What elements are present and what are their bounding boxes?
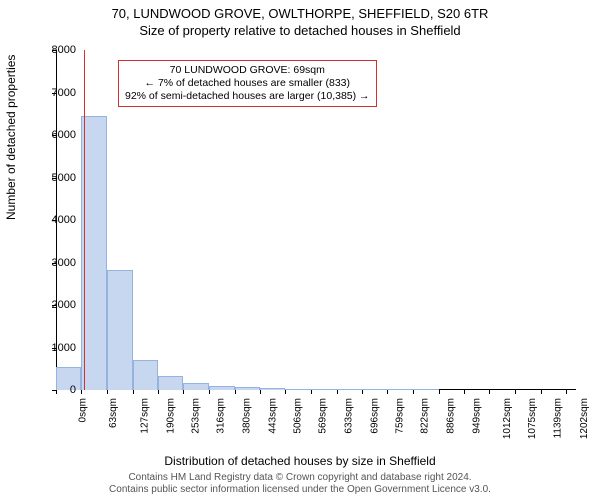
- x-tick-mark: [183, 390, 184, 394]
- x-axis-label: Distribution of detached houses by size …: [0, 454, 600, 468]
- y-tick-mark: [52, 135, 56, 136]
- histogram-bar: [158, 376, 183, 390]
- y-tick-mark: [52, 348, 56, 349]
- histogram-bar: [260, 388, 285, 390]
- x-tick-label: 0sqm: [77, 398, 88, 422]
- footer-line: Contains HM Land Registry data © Crown c…: [0, 472, 600, 484]
- histogram-bar: [235, 387, 260, 390]
- y-tick-mark: [52, 178, 56, 179]
- x-tick-label: 759sqm: [395, 398, 406, 434]
- x-tick-mark: [387, 390, 388, 394]
- x-tick-label: 949sqm: [471, 398, 482, 434]
- y-tick-label: 3000: [36, 257, 76, 269]
- y-tick-mark: [52, 50, 56, 51]
- histogram-bar: [209, 386, 234, 390]
- x-tick-label: 1075sqm: [527, 398, 538, 439]
- x-tick-mark: [133, 390, 134, 394]
- x-tick-mark: [260, 390, 261, 394]
- histogram-bar: [387, 389, 413, 390]
- x-tick-mark: [566, 390, 567, 394]
- property-marker-line: [84, 50, 86, 390]
- x-tick-mark: [235, 390, 236, 394]
- x-tick-mark: [362, 390, 363, 394]
- y-tick-mark: [52, 93, 56, 94]
- histogram-bar: [133, 360, 158, 390]
- callout-line: 70 LUNDWOOD GROVE: 69sqm: [125, 64, 370, 77]
- x-tick-mark: [107, 390, 108, 394]
- histogram-bar: [311, 389, 336, 390]
- callout-line: ← 7% of detached houses are smaller (833…: [125, 77, 370, 90]
- x-tick-mark: [515, 390, 516, 394]
- x-tick-label: 633sqm: [344, 398, 355, 434]
- x-tick-label: 253sqm: [191, 398, 202, 434]
- y-tick-label: 7000: [36, 87, 76, 99]
- x-tick-label: 696sqm: [369, 398, 380, 434]
- x-tick-label: 506sqm: [293, 398, 304, 434]
- footer: Contains HM Land Registry data © Crown c…: [0, 472, 600, 496]
- histogram-bar: [107, 270, 132, 390]
- x-tick-mark: [413, 390, 414, 394]
- x-tick-mark: [541, 390, 542, 394]
- histogram-bar: [362, 389, 387, 390]
- callout-box: 70 LUNDWOOD GROVE: 69sqm ← 7% of detache…: [118, 60, 377, 107]
- x-tick-label: 1139sqm: [553, 398, 564, 438]
- y-tick-label: 4000: [36, 214, 76, 226]
- chart-subtitle: Size of property relative to detached ho…: [0, 22, 600, 38]
- x-tick-mark: [285, 390, 286, 394]
- x-tick-mark: [209, 390, 210, 394]
- x-tick-label: 190sqm: [165, 398, 176, 434]
- y-tick-label: 5000: [36, 172, 76, 184]
- x-tick-label: 443sqm: [267, 398, 278, 434]
- x-tick-label: 886sqm: [446, 398, 457, 434]
- histogram-bar: [413, 389, 438, 390]
- x-tick-label: 63sqm: [108, 398, 119, 428]
- y-tick-label: 8000: [36, 44, 76, 56]
- x-tick-label: 569sqm: [318, 398, 329, 434]
- x-tick-label: 1202sqm: [579, 398, 590, 439]
- x-tick-mark: [311, 390, 312, 394]
- footer-line: Contains public sector information licen…: [0, 484, 600, 496]
- y-tick-mark: [52, 220, 56, 221]
- x-tick-mark: [81, 390, 82, 394]
- x-tick-mark: [56, 390, 57, 394]
- chart-title: 70, LUNDWOOD GROVE, OWLTHORPE, SHEFFIELD…: [0, 0, 600, 22]
- histogram-bar: [337, 389, 362, 390]
- x-tick-label: 127sqm: [140, 398, 151, 434]
- x-tick-label: 822sqm: [420, 398, 431, 434]
- x-tick-label: 316sqm: [216, 398, 227, 434]
- y-tick-label: 1000: [36, 342, 76, 354]
- x-tick-mark: [337, 390, 338, 394]
- chart-container: 70, LUNDWOOD GROVE, OWLTHORPE, SHEFFIELD…: [0, 0, 600, 500]
- x-tick-mark: [489, 390, 490, 394]
- histogram-bar: [183, 383, 209, 390]
- histogram-bar: [285, 389, 311, 390]
- x-tick-mark: [439, 390, 440, 394]
- y-tick-mark: [52, 263, 56, 264]
- y-tick-label: 2000: [36, 299, 76, 311]
- y-tick-label: 6000: [36, 129, 76, 141]
- x-tick-mark: [464, 390, 465, 394]
- x-tick-label: 380sqm: [242, 398, 253, 434]
- x-tick-mark: [158, 390, 159, 394]
- y-axis-label: Number of detached properties: [4, 55, 18, 220]
- callout-line: 92% of semi-detached houses are larger (…: [125, 90, 370, 103]
- y-tick-mark: [52, 305, 56, 306]
- x-tick-label: 1012sqm: [502, 398, 513, 439]
